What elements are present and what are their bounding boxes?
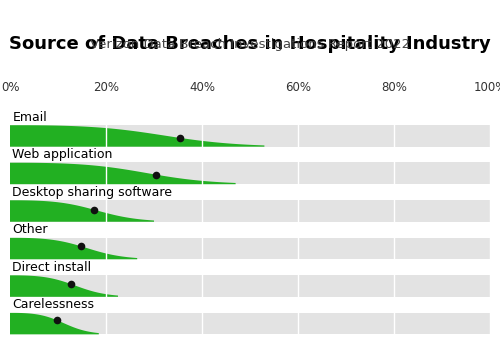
Text: Verizon Data Breach Investigations Report 2022: Verizon Data Breach Investigations Repor…	[90, 38, 410, 51]
Polygon shape	[10, 125, 264, 147]
Bar	[10, 275, 490, 297]
Text: Email: Email	[12, 111, 47, 124]
Bar	[10, 313, 490, 334]
Bar	[10, 200, 490, 222]
Text: Carelessness: Carelessness	[12, 298, 94, 311]
Polygon shape	[10, 313, 99, 334]
Text: Direct install: Direct install	[12, 261, 92, 274]
Text: Web application: Web application	[12, 148, 113, 161]
Polygon shape	[10, 238, 137, 259]
Polygon shape	[10, 163, 235, 184]
Bar	[10, 125, 490, 147]
Text: Other: Other	[12, 223, 48, 236]
Bar	[10, 237, 490, 259]
Title: Source of Data Breaches in Hospitality Industry: Source of Data Breaches in Hospitality I…	[9, 35, 491, 53]
Polygon shape	[10, 276, 118, 297]
Bar	[10, 163, 490, 184]
Text: Desktop sharing software: Desktop sharing software	[12, 186, 172, 199]
Polygon shape	[10, 200, 154, 222]
